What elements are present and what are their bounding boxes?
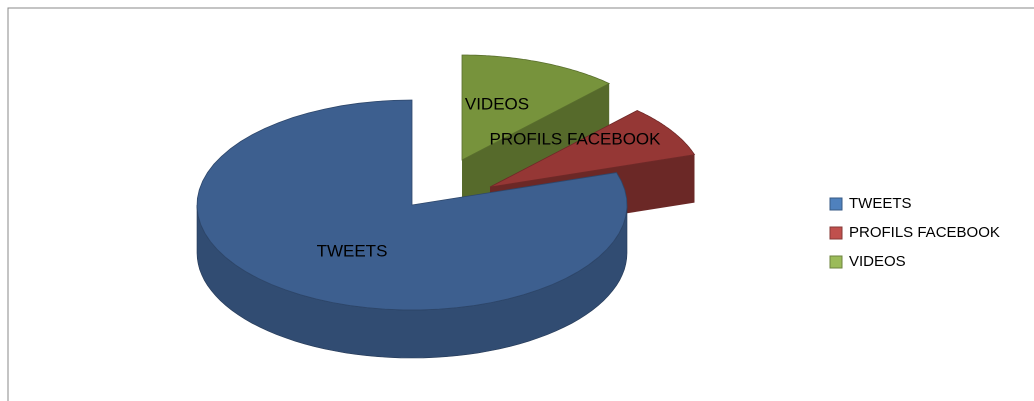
legend-swatch — [829, 197, 843, 211]
slice — [196, 99, 628, 311]
slice-label: TWEETS — [317, 241, 388, 260]
slice — [461, 54, 611, 161]
legend-label: VIDEOS — [849, 253, 906, 270]
legend-swatch — [829, 226, 843, 240]
slice — [489, 110, 696, 188]
slice-label: VIDEOS — [465, 94, 529, 113]
legend-label: PROFILS FACEBOOK — [849, 224, 1000, 241]
slice-label: PROFILS FACEBOOK — [490, 129, 662, 148]
legend-label: TWEETS — [849, 195, 912, 212]
legend-swatch — [829, 255, 843, 269]
frame — [7, 7, 1034, 401]
slice-cut-face — [462, 83, 610, 208]
